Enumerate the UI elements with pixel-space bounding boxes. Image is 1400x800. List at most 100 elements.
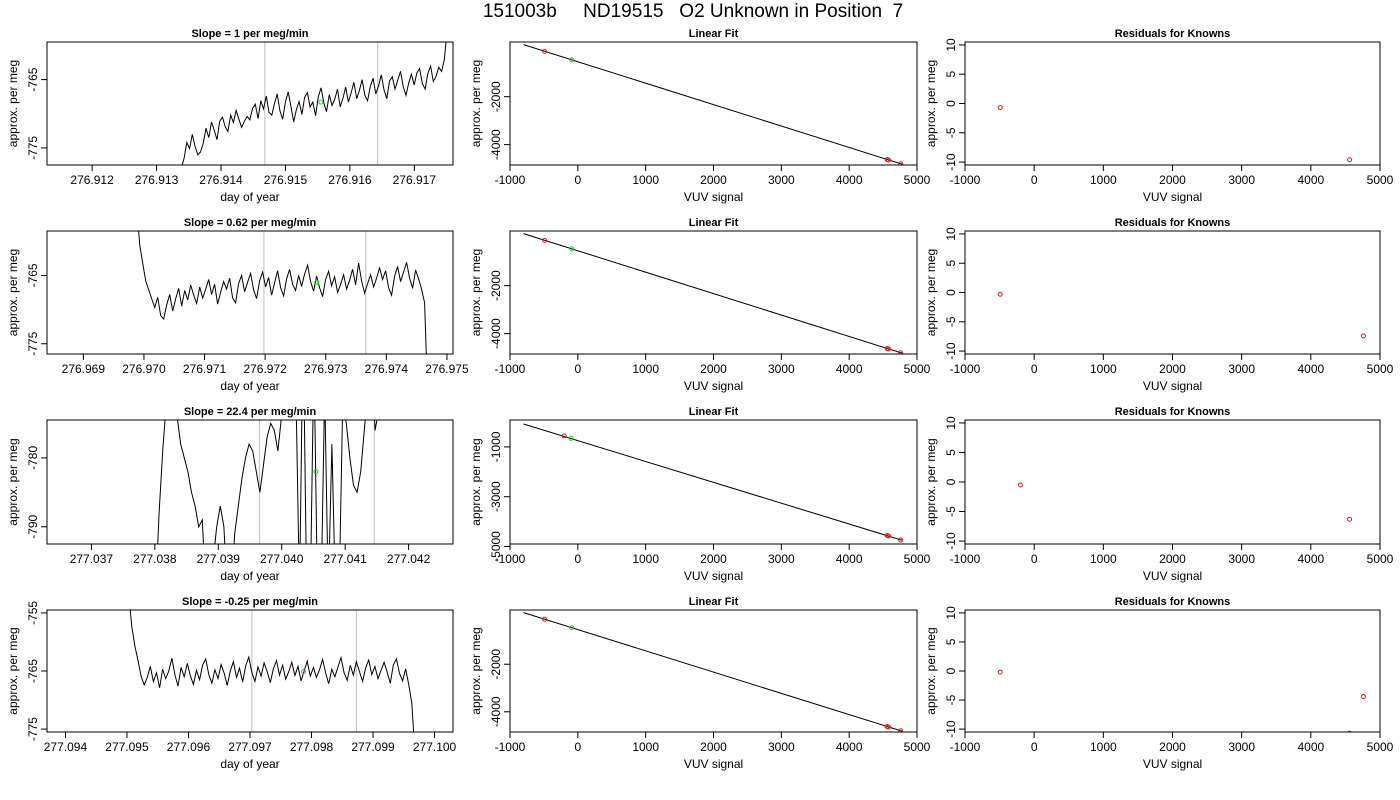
x-axis-label: VUV signal (1143, 379, 1202, 393)
panel-title: Slope = -0.25 per meg/min (182, 596, 318, 608)
y-tick-label: -5000 (489, 531, 503, 562)
known-standard-point (1360, 333, 1366, 339)
plot-area (997, 669, 1366, 732)
x-tick-label: 3000 (768, 362, 795, 376)
known-standard-point (997, 291, 1003, 297)
y-axis-label: approx. per meg (6, 627, 20, 714)
x-tick-label: -1000 (495, 740, 526, 754)
x-axis-label: VUV signal (684, 190, 743, 204)
y-tick-label: 0 (944, 667, 958, 674)
x-tick-label: 3000 (1228, 362, 1255, 376)
panel-2-3: Residuals for Knowns VUV signal approx. pe… (924, 217, 1394, 393)
x-tick-label: 0 (1031, 552, 1038, 566)
x-tick-label: 5000 (1367, 362, 1394, 376)
x-tick-label: -1000 (495, 173, 526, 187)
linear-fit-line (523, 44, 903, 165)
x-axis-label: VUV signal (684, 569, 743, 583)
y-tick-label: -4000 (489, 129, 503, 160)
x-axis-label: day of year (220, 757, 279, 771)
plot-area (178, 42, 447, 165)
panel-title: Linear Fit (689, 28, 739, 40)
panel-2-1: Slope = 0.62 per meg/min day of year appro… (6, 217, 469, 393)
x-tick-label: 3000 (1228, 552, 1255, 566)
y-tick-label: 0 (944, 100, 958, 107)
x-tick-label: 277.098 (290, 740, 334, 754)
y-axis-label: approx. per meg (6, 60, 20, 147)
known-standard-point (886, 346, 892, 352)
unknown-mean-point (314, 279, 320, 285)
y-tick-label: -2000 (489, 270, 503, 301)
x-tick-label: 5000 (904, 552, 931, 566)
x-tick-label: 1000 (1090, 740, 1117, 754)
panel-3-1: Slope = 22.4 per meg/min day of year appro… (6, 406, 454, 583)
unknown-mean-point (313, 469, 319, 475)
y-tick-label: -5 (944, 316, 958, 327)
x-tick-label: 2000 (1159, 552, 1186, 566)
x-tick-label: 5000 (1367, 552, 1394, 566)
x-tick-label: 0 (574, 552, 581, 566)
known-standard-point (898, 728, 904, 732)
known-standard-point (1347, 516, 1353, 522)
y-tick-label: -775 (26, 331, 40, 355)
known-standard-point (1017, 482, 1023, 488)
x-tick-label: 2000 (700, 362, 727, 376)
y-tick-label: -2000 (489, 81, 503, 112)
x-tick-label: 2000 (1159, 173, 1186, 187)
plot-frame (46, 41, 454, 166)
y-tick-label: -790 (26, 514, 40, 538)
known-standard-point (997, 105, 1003, 111)
panel-3-2: Linear Fit VUV signal approx. per meg -1000… (469, 406, 931, 583)
y-tick-label: 0 (944, 289, 958, 296)
y-tick-label: -10 (944, 532, 958, 550)
y-tick-label: -5 (944, 506, 958, 517)
y-tick-label: -780 (26, 446, 40, 470)
x-tick-label: 2000 (1159, 740, 1186, 754)
panel-title: Linear Fit (689, 217, 739, 229)
x-tick-label: 0 (1031, 362, 1038, 376)
linear-fit-line (523, 612, 903, 732)
y-tick-label: 5 (944, 71, 958, 78)
y-tick-label: -755 (26, 601, 40, 625)
x-axis-label: VUV signal (684, 757, 743, 771)
x-tick-label: 5000 (904, 740, 931, 754)
linear-fit-line (523, 423, 903, 541)
y-axis-label: approx. per meg (924, 438, 938, 525)
y-axis-label: approx. per meg (6, 438, 20, 525)
unknown-sample-point (569, 246, 575, 252)
x-tick-label: 3000 (768, 552, 795, 566)
x-tick-label: -1000 (495, 362, 526, 376)
y-tick-label: -4000 (489, 318, 503, 349)
x-tick-label: 4000 (1297, 552, 1324, 566)
plot-frame (46, 230, 454, 355)
y-tick-label: 10 (944, 38, 958, 52)
x-tick-label: 1000 (632, 362, 659, 376)
known-standard-point (1347, 157, 1353, 163)
x-tick-label: -1000 (495, 552, 526, 566)
x-tick-label: 5000 (1367, 173, 1394, 187)
panel-4-1: Slope = -0.25 per meg/min day of year appr… (6, 596, 457, 771)
per-meg-trace (157, 420, 378, 544)
unknown-mean-point (318, 99, 324, 105)
known-standard-point (542, 48, 548, 54)
y-tick-label: -1000 (489, 431, 503, 462)
x-tick-label: 277.096 (167, 740, 211, 754)
plot-area (157, 420, 378, 544)
plot-frame (964, 609, 1381, 733)
y-axis-label: approx. per meg (469, 60, 483, 147)
x-tick-label: 276.973 (304, 362, 348, 376)
x-tick-label: 277.097 (228, 740, 272, 754)
y-axis-label: approx. per meg (469, 438, 483, 525)
x-tick-label: 0 (1031, 173, 1038, 187)
panel-title: Slope = 0.62 per meg/min (184, 217, 317, 229)
y-axis-label: approx. per meg (6, 249, 20, 336)
unknown-sample-point (569, 625, 575, 631)
panel-title: Linear Fit (689, 596, 739, 608)
x-tick-label: 277.037 (70, 552, 114, 566)
x-axis-label: VUV signal (684, 379, 743, 393)
x-tick-label: -1000 (950, 740, 981, 754)
x-tick-label: 277.041 (323, 552, 367, 566)
x-tick-label: 277.040 (260, 552, 304, 566)
unknown-mean-point (301, 669, 307, 675)
panel-title: Linear Fit (689, 406, 739, 418)
x-tick-label: 4000 (1297, 173, 1324, 187)
